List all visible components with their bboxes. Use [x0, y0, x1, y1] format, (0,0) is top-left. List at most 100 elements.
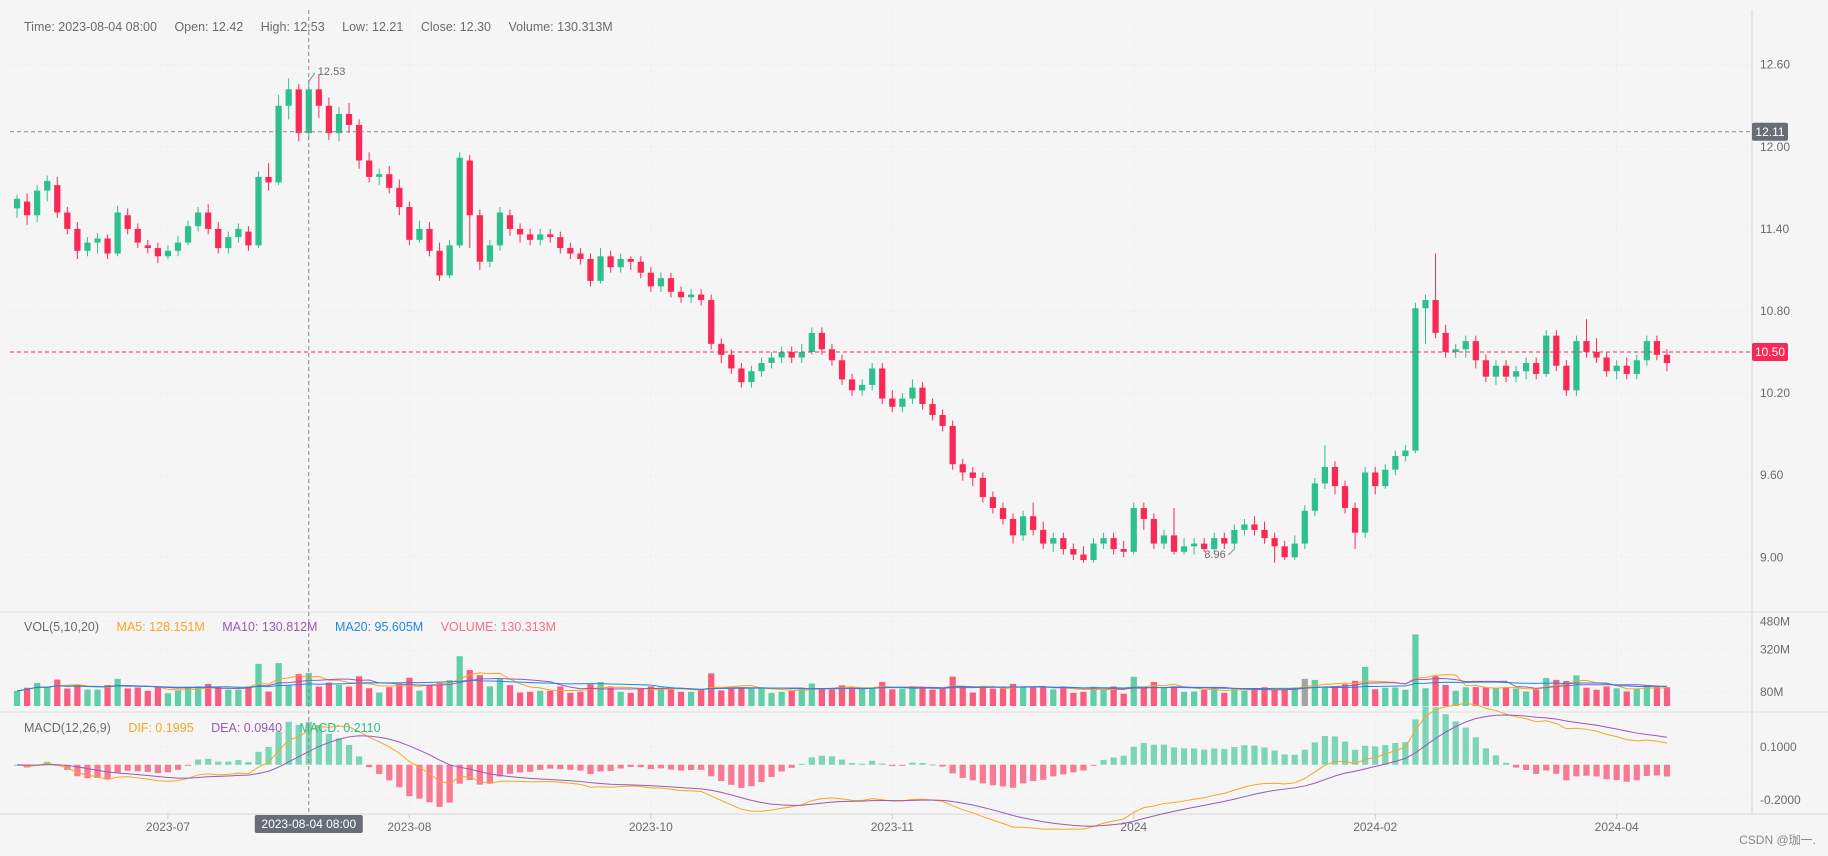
candle-body	[1502, 365, 1510, 377]
macd-bar	[859, 763, 866, 765]
macd-bar	[1321, 736, 1329, 765]
macd-bar	[305, 721, 312, 765]
volume-ma20-line	[16, 679, 1667, 692]
macd-bar	[718, 764, 725, 781]
macd-bar	[949, 764, 956, 774]
volume-bar	[647, 686, 654, 706]
volume-bar	[1432, 676, 1439, 706]
volume-bar	[345, 686, 353, 706]
volume-bar	[1341, 684, 1349, 706]
macd-bar	[1100, 759, 1107, 765]
candle-body	[1492, 365, 1500, 377]
price-tick-label: 12.60	[1760, 58, 1790, 72]
macd-bar	[1130, 746, 1137, 765]
candle-body	[1663, 354, 1671, 363]
candle-body	[1100, 538, 1107, 544]
macd-bar	[1180, 748, 1188, 765]
volume-bar	[738, 687, 745, 706]
volume-bar	[13, 690, 21, 706]
volume-bar	[1211, 686, 1218, 706]
candle-body	[1472, 341, 1479, 361]
macd-bar	[245, 761, 252, 765]
last-price-tag	[1752, 343, 1788, 362]
candle-body	[1311, 483, 1318, 511]
macd-bar	[828, 756, 836, 765]
volume-bar	[748, 687, 755, 706]
price-tick-label: 9.00	[1760, 550, 1784, 564]
price-tick-label: 9.60	[1760, 468, 1784, 482]
volume-bar	[1221, 692, 1228, 706]
candle-body	[1170, 535, 1178, 552]
candle-body	[74, 228, 81, 251]
volume-bar	[1633, 688, 1640, 706]
macd-bar	[74, 764, 81, 777]
macd-bar	[547, 764, 554, 769]
candle-body	[164, 250, 172, 257]
volume-bar	[1301, 678, 1308, 706]
candle-body	[1231, 529, 1238, 544]
candle-body	[1281, 546, 1288, 558]
candle-body	[1402, 450, 1409, 457]
candle-body	[859, 384, 866, 391]
candle-tooltip: Time: 2023-08-04 08:00 Open: 12.42 High:…	[24, 20, 627, 34]
candle-body	[406, 207, 413, 240]
candle-body	[999, 508, 1007, 519]
volume-title: VOL(5,10,20)	[24, 620, 100, 634]
macd-bar	[1603, 764, 1610, 780]
volume-bar	[325, 682, 333, 706]
macd-bar	[355, 756, 363, 765]
volume-bar	[959, 687, 966, 706]
macd-bar	[818, 755, 825, 765]
price-tick-label: 12.00	[1760, 140, 1790, 154]
macd-bar	[1170, 747, 1178, 765]
macd-bar	[366, 764, 373, 768]
macd-bar	[738, 764, 745, 788]
macd-bar	[506, 764, 514, 774]
volume-bar	[537, 690, 544, 706]
crosshair-price-tag	[1752, 122, 1788, 141]
volume-bar	[979, 686, 986, 706]
candle-body	[295, 89, 302, 134]
volume-bar	[1623, 691, 1630, 706]
volume-bar	[939, 688, 946, 706]
volume-bar	[1502, 687, 1510, 706]
candle-body	[657, 278, 665, 287]
volume-ma20: MA20: 95.605M	[334, 620, 424, 634]
candle-body	[869, 368, 876, 385]
candle-body	[1140, 508, 1147, 519]
candle-body	[929, 404, 936, 415]
candle-body	[44, 181, 51, 191]
volume-bar	[1281, 689, 1288, 706]
time-tick-label: 2024-04	[1595, 820, 1639, 834]
volume-bar	[376, 692, 383, 706]
volume-bar	[1563, 681, 1570, 706]
candle-body	[818, 332, 825, 350]
volume-bar	[547, 690, 554, 706]
volume-bar	[1191, 691, 1198, 706]
candle-body	[1593, 352, 1600, 358]
candle-body	[1341, 486, 1349, 509]
macd-bar	[1643, 764, 1650, 776]
tooltip-close: Close: 12.30	[420, 20, 491, 34]
volume-tick-label: 80M	[1760, 685, 1783, 699]
macd-bar	[1583, 764, 1590, 776]
candle-body	[607, 256, 614, 268]
volume-bar	[386, 687, 393, 706]
candle-body	[1412, 308, 1419, 451]
macd-bar	[134, 764, 141, 772]
candle-body	[315, 89, 322, 106]
crosshair-time-label: 2023-08-04 08:00	[261, 817, 356, 831]
price-tick-label: 10.20	[1760, 386, 1790, 400]
macd-bar	[205, 758, 212, 765]
volume-bar	[1311, 679, 1318, 706]
candle-body	[1362, 472, 1369, 533]
time-tick-label: 2023-11	[871, 820, 914, 834]
volume-bar	[1603, 686, 1610, 706]
candle-body	[1009, 518, 1017, 536]
volume-bar	[1009, 683, 1017, 706]
volume-bar	[1040, 687, 1047, 706]
volume-bar	[848, 687, 856, 706]
macd-bar	[315, 725, 322, 765]
candle-body	[979, 477, 986, 498]
